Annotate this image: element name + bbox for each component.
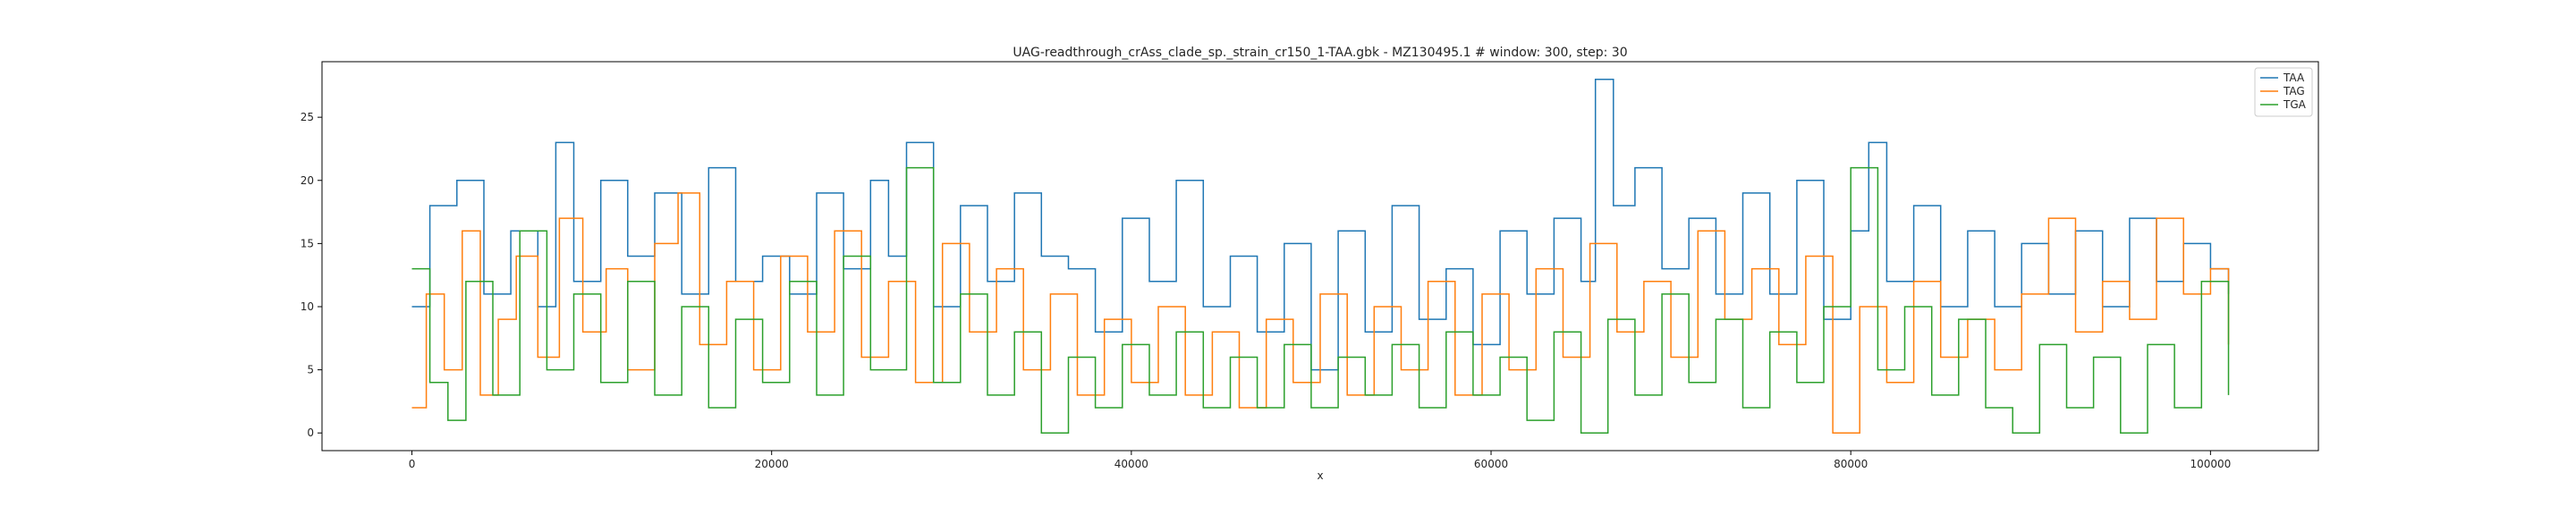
x-tick-label: 0	[409, 458, 416, 470]
plot-frame	[321, 61, 2319, 452]
series-layer	[411, 79, 2230, 434]
legend-label-tga: TGA	[2283, 98, 2307, 111]
x-tick-label: 60000	[1474, 458, 1508, 470]
series-line-tga	[411, 166, 2230, 434]
y-tick-label: 15	[301, 237, 314, 249]
x-tick-label: 20000	[755, 458, 789, 470]
x-tick-label: 40000	[1114, 458, 1148, 470]
legend-label-taa: TAA	[2283, 72, 2305, 84]
y-tick-label: 0	[307, 426, 314, 439]
chart-title: UAG-readthrough_crAss_clade_sp._strain_c…	[1013, 46, 1627, 60]
y-tick-label: 10	[301, 300, 314, 313]
x-tick-label: 80000	[1834, 458, 1868, 470]
legend-label-tag: TAG	[2283, 85, 2305, 97]
x-axis-label: x	[1317, 469, 1323, 482]
y-tick-label: 25	[301, 111, 314, 123]
axes-layer: 0 20000 40000 60000 80000 100000 0 5 10 15 20 25	[301, 111, 2232, 470]
y-tick-label: 5	[307, 364, 314, 376]
y-tick-label: 20	[301, 174, 314, 187]
x-tick-label: 100000	[2190, 458, 2231, 470]
